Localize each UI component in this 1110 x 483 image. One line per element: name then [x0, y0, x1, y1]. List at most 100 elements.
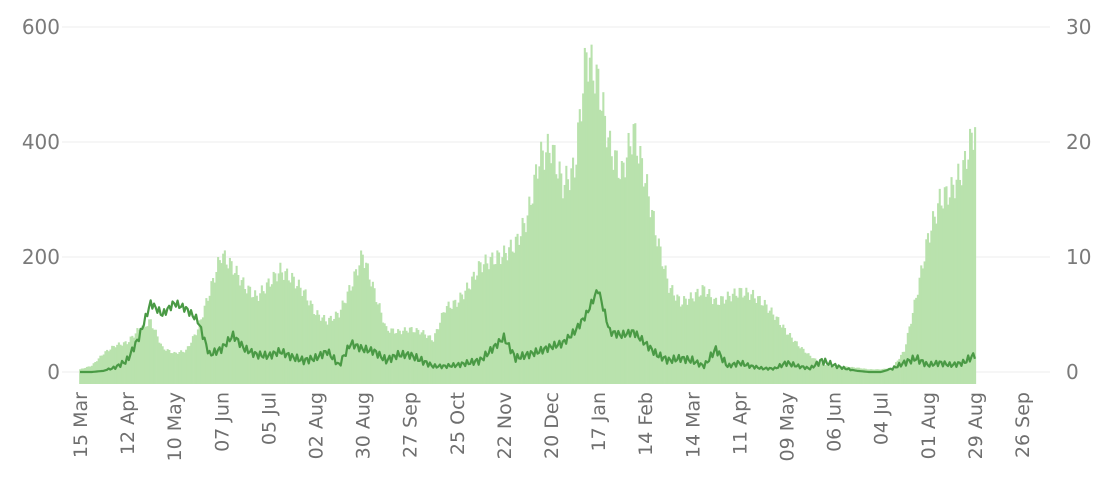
- bar: [166, 349, 169, 384]
- bar: [790, 337, 793, 384]
- bar: [533, 174, 536, 384]
- bar: [780, 327, 783, 384]
- bar: [568, 190, 571, 384]
- bar: [560, 173, 563, 384]
- bar: [654, 235, 657, 384]
- bar: [661, 266, 664, 384]
- bar: [173, 351, 176, 384]
- bar: [450, 308, 453, 384]
- bar: [831, 366, 834, 384]
- bar: [678, 296, 681, 384]
- bar: [104, 351, 107, 384]
- bar: [627, 132, 630, 384]
- bar: [962, 160, 965, 384]
- bar: [656, 246, 659, 384]
- bar: [839, 366, 842, 384]
- bar: [563, 184, 566, 384]
- bar: [826, 364, 829, 384]
- bar: [297, 279, 300, 384]
- bar: [916, 294, 919, 384]
- bar: [683, 296, 686, 384]
- bar: [612, 169, 615, 384]
- bar: [622, 162, 625, 384]
- bar: [765, 304, 768, 384]
- bar: [836, 367, 839, 384]
- bar: [275, 281, 279, 384]
- bar: [529, 205, 533, 384]
- bar: [640, 158, 644, 384]
- bar: [247, 285, 250, 384]
- bar: [230, 261, 233, 384]
- bar: [244, 289, 247, 384]
- bar: [464, 290, 467, 384]
- bar: [454, 299, 457, 384]
- bar: [698, 296, 701, 384]
- bar: [546, 133, 549, 384]
- bar: [380, 312, 383, 384]
- bar: [713, 298, 716, 384]
- bar: [131, 335, 134, 384]
- bar: [620, 161, 623, 384]
- bar: [249, 286, 252, 384]
- bar: [932, 211, 935, 384]
- x-tick-label: 05 Jul: [258, 392, 280, 445]
- bar: [437, 329, 440, 384]
- bar: [523, 223, 526, 384]
- bar: [856, 367, 859, 384]
- bar: [265, 282, 268, 384]
- bar: [531, 203, 534, 384]
- bar: [725, 299, 728, 384]
- bar: [721, 296, 724, 384]
- bar: [898, 358, 901, 384]
- bar: [672, 295, 676, 384]
- bar: [207, 300, 210, 384]
- bar: [822, 364, 825, 384]
- bar: [614, 150, 617, 384]
- bar: [545, 152, 548, 384]
- bar: [499, 264, 502, 384]
- bar: [114, 347, 117, 384]
- bar: [477, 261, 480, 384]
- bar: [814, 358, 817, 384]
- x-tick-label: 29 Aug: [965, 392, 987, 459]
- bar: [102, 354, 105, 384]
- bar: [521, 217, 524, 384]
- bar: [723, 303, 726, 384]
- bar: [92, 363, 95, 384]
- bar: [605, 147, 608, 384]
- bar: [185, 349, 188, 384]
- bar: [339, 309, 342, 384]
- bar: [188, 346, 191, 384]
- bar: [217, 257, 220, 384]
- bar: [879, 369, 882, 384]
- bar: [311, 303, 314, 384]
- bar: [832, 366, 835, 384]
- bar: [284, 271, 287, 384]
- x-tick-label: 10 May: [164, 392, 186, 462]
- bar: [481, 272, 484, 384]
- x-tick-label: 27 Sep: [400, 392, 422, 458]
- bar: [572, 157, 575, 384]
- bar: [407, 332, 410, 384]
- bar: [402, 330, 405, 384]
- bar: [393, 333, 396, 384]
- bar: [773, 319, 776, 384]
- bar: [314, 315, 317, 384]
- bar: [703, 286, 706, 384]
- bar: [212, 277, 215, 384]
- bar: [715, 297, 718, 384]
- bar: [383, 323, 386, 384]
- bar: [699, 295, 702, 384]
- bar: [847, 367, 850, 384]
- bar: [580, 121, 583, 384]
- bar: [775, 316, 778, 384]
- bar: [573, 177, 576, 384]
- bar: [385, 326, 388, 384]
- bar: [876, 369, 879, 384]
- bar: [363, 268, 366, 384]
- bar: [570, 168, 573, 384]
- bar: [112, 345, 115, 384]
- bar: [970, 132, 973, 384]
- bar: [911, 312, 914, 384]
